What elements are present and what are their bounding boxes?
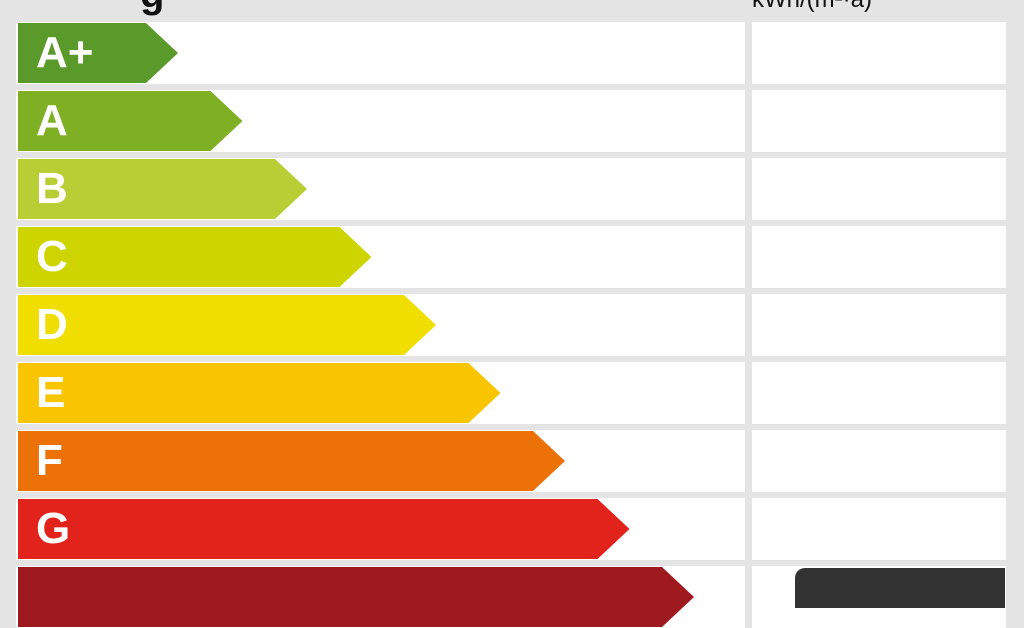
energy-class-label: C	[36, 232, 68, 281]
energy-class-arrow: G	[18, 499, 630, 559]
energy-class-label: F	[36, 436, 63, 485]
class-row-value-cell	[752, 90, 1006, 152]
label-title-fragment: g	[140, 0, 164, 17]
energy-class-label: B	[36, 164, 68, 213]
class-row-value-cell	[752, 22, 1006, 84]
energy-class-arrow	[18, 567, 694, 627]
energy-class-arrow: B	[18, 159, 307, 219]
class-row-value-cell	[752, 226, 1006, 288]
energy-class-arrow: F	[18, 431, 565, 491]
energy-class-label: D	[36, 300, 68, 349]
energy-class-arrow: A+	[18, 23, 178, 83]
energy-class-arrow: E	[18, 363, 501, 423]
unit-label: kWh/(m²·a)	[752, 0, 872, 14]
class-row-value-cell	[752, 158, 1006, 220]
energy-class-arrow: A	[18, 91, 243, 151]
class-row-value-cell	[752, 430, 1006, 492]
energy-class-label: G	[36, 504, 71, 553]
class-row-value-cell	[752, 498, 1006, 560]
energy-class-label: A+	[36, 28, 94, 77]
energy-class-arrow: D	[18, 295, 436, 355]
class-row-value-cell	[752, 294, 1006, 356]
energy-class-label: E	[36, 368, 66, 417]
energy-class-arrow: C	[18, 227, 372, 287]
energy-class-label: A	[36, 96, 68, 145]
class-row-value-cell	[752, 362, 1006, 424]
rating-indicator	[795, 568, 1005, 608]
